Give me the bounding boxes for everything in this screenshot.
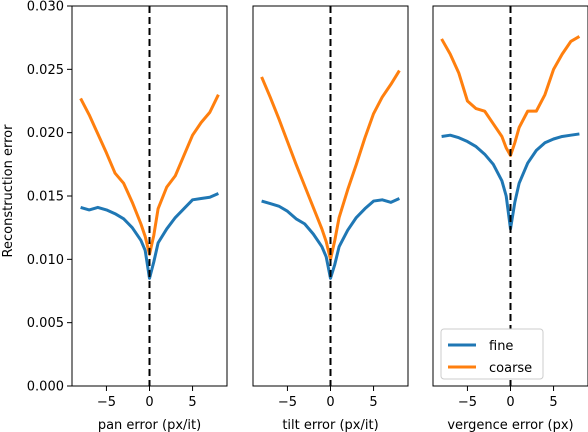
series-line-fine — [261, 197, 400, 280]
x-tick-label: 0 — [506, 395, 514, 410]
y-tick-label: 0.010 — [27, 253, 64, 268]
y-tick-label: 0.015 — [27, 190, 64, 205]
chart-panels: −5 0 5 pan error (px/it) 0.000 0.005 0.010 0.01… — [27, 0, 588, 432]
x-tick-label: 5 — [188, 395, 196, 410]
x-tick-label: 0 — [326, 395, 334, 410]
x-tick-label: −5 — [458, 395, 477, 410]
x-axis-label: pan error (px/it) — [98, 418, 201, 432]
y-tick-label: 0.025 — [27, 63, 64, 78]
y-axis-label: Reconstruction error — [1, 124, 16, 258]
panel-3: −5 0 5 vergence error (px) fine coarse — [432, 5, 588, 432]
x-axis-label: tilt error (px/it) — [282, 418, 378, 432]
x-tick-label: 5 — [549, 395, 557, 410]
y-tick-label: 0.020 — [27, 126, 64, 141]
panel-1: −5 0 5 pan error (px/it) 0.000 0.005 0.010 0.01… — [27, 0, 228, 432]
y-tick-label: 0.000 — [27, 380, 64, 395]
x-tick-label: −5 — [97, 395, 116, 410]
legend-label-coarse: coarse — [489, 361, 532, 376]
x-axis-label: vergence error (px) — [447, 418, 573, 432]
x-tick-label: 0 — [145, 395, 153, 410]
x-tick-label: −5 — [278, 395, 297, 410]
x-tick-label: 5 — [369, 395, 377, 410]
y-tick-label: 0.005 — [27, 316, 64, 331]
legend: fine coarse — [440, 328, 544, 380]
series-line-fine — [80, 192, 219, 280]
series-line-fine — [441, 132, 580, 231]
legend-label-fine: fine — [489, 339, 513, 354]
panel-2: −5 0 5 tilt error (px/it) — [252, 5, 409, 432]
y-tick-label: 0.030 — [27, 0, 64, 15]
